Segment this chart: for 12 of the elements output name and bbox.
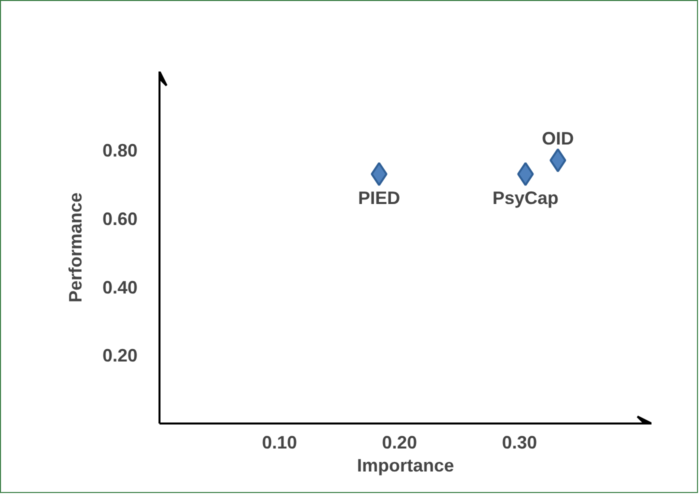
annotation: PsyCap — [492, 188, 559, 208]
x-axis-title: Importance — [356, 456, 454, 476]
x-tick-label: 0.30 — [502, 432, 538, 452]
y-tick-label: 0.80 — [102, 140, 138, 161]
annotation: OID — [542, 128, 574, 148]
y-tick-label: 0.20 — [102, 346, 138, 366]
x-tick-label: 0.10 — [262, 432, 298, 452]
y-axis-title: Performance — [65, 192, 86, 303]
annotation: PIED — [358, 188, 400, 208]
y-tick-label: 0.60 — [102, 208, 138, 229]
x-tick-label: 0.20 — [382, 432, 418, 452]
y-tick-label: 0.40 — [102, 277, 138, 298]
